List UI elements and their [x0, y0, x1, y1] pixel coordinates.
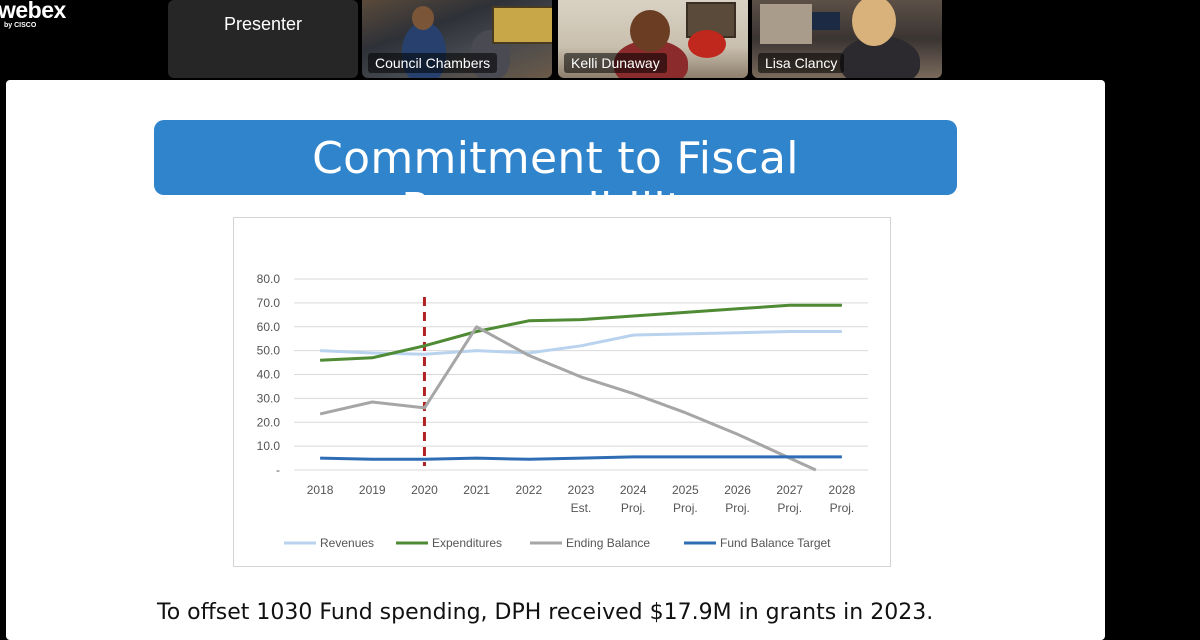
line-chart: - 10.0 20.0 30.0 40.0 50.0 60.0 70.0 80.0 2018 201…: [233, 217, 891, 567]
series-line-revenues: [320, 330, 842, 356]
tv-screen: [812, 12, 840, 30]
x-tick-label: 2028 Proj.: [829, 483, 856, 515]
participant-tile-presenter[interactable]: Presenter: [168, 0, 358, 78]
y-tick-label: 60.0: [257, 320, 281, 334]
legend-label: Fund Balance Target: [720, 536, 831, 550]
participant-name: Presenter: [223, 14, 303, 34]
logo-text: webex: [0, 0, 66, 23]
y-tick-label: 70.0: [257, 296, 281, 310]
x-tick-label: 2023 Est.: [568, 483, 595, 515]
series-line-fund-balance-target: [320, 455, 842, 461]
participant-name: Lisa Clancy: [758, 53, 845, 73]
y-tick-label: 30.0: [257, 391, 281, 405]
meeting-topbar: webex by CISCO Presenter Council Chamber…: [0, 0, 1200, 80]
y-tick-label: 10.0: [257, 439, 281, 453]
participant-name: Council Chambers: [368, 53, 498, 73]
x-tick-label: 2024 Proj.: [620, 483, 647, 515]
y-tick-label: 40.0: [257, 368, 281, 382]
y-tick-label: -: [276, 463, 280, 477]
chart-canvas: - 10.0 20.0 30.0 40.0 50.0 60.0 70.0 80.0 2018 201…: [257, 272, 868, 550]
y-tick-label: 50.0: [257, 344, 281, 358]
x-tick-label: 2018: [307, 483, 334, 497]
slide-title-banner: Commitment to Fiscal Responsibility: [154, 120, 957, 235]
x-tick-label: 2026 Proj.: [724, 483, 751, 515]
participant-name: Kelli Dunaway: [564, 53, 667, 73]
person-head: [412, 6, 434, 30]
participant-tile-council-chambers[interactable]: Council Chambers: [362, 0, 552, 78]
legend-label: Revenues: [320, 536, 374, 550]
slide-caption: To offset 1030 Fund spending, DPH receiv…: [157, 600, 934, 625]
logo-subtext: by CISCO: [4, 22, 37, 29]
shared-slide: Commitment to Fiscal Responsibility - 10.…: [6, 80, 1105, 640]
person-head: [852, 0, 896, 46]
series-line-expenditures: [320, 303, 842, 362]
room-window: [760, 4, 812, 44]
participant-tile-kelli-dunaway[interactable]: Kelli Dunaway: [558, 0, 748, 78]
x-tick-label: 2025 Proj.: [672, 483, 699, 515]
y-tick-label: 20.0: [257, 415, 281, 429]
y-tick-label: 80.0: [257, 272, 281, 286]
flower-decoration: [688, 30, 726, 58]
participant-tile-lisa-clancy[interactable]: Lisa Clancy: [752, 0, 942, 78]
legend-label: Expenditures: [432, 536, 502, 550]
x-tick-label: 2020: [411, 483, 438, 497]
series-line-ending-balance: [319, 325, 817, 472]
x-tick-label: 2021: [463, 483, 490, 497]
video-screen: [492, 6, 552, 44]
x-tick-label: 2019: [359, 483, 386, 497]
legend-label: Ending Balance: [566, 536, 650, 550]
x-tick-label: 2022: [515, 483, 542, 497]
person-head: [630, 10, 670, 52]
x-tick-label: 2027 Proj.: [776, 483, 803, 515]
